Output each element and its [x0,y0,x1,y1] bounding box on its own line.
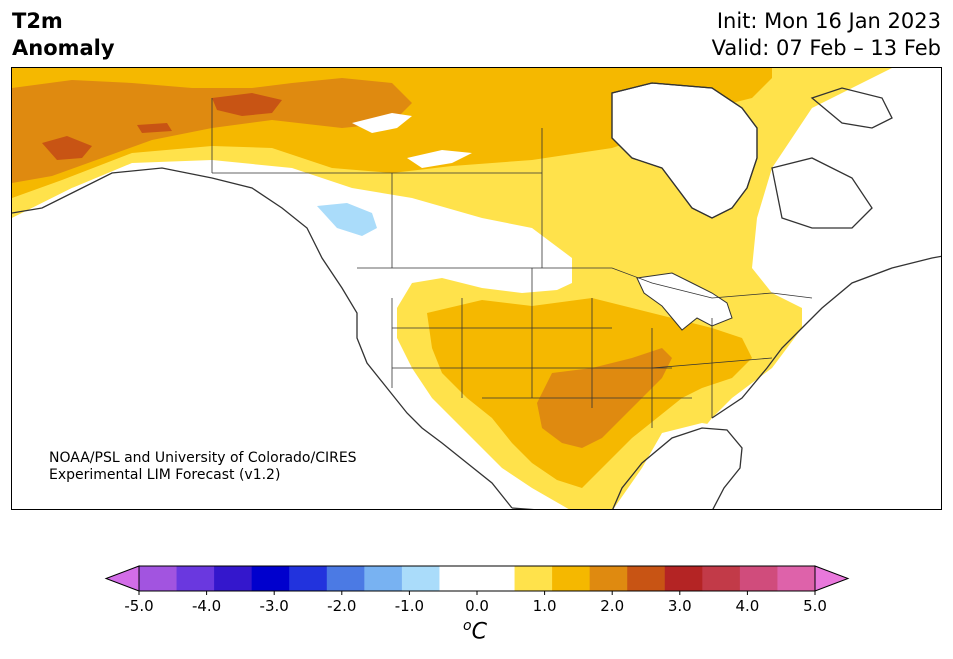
anomaly-map [11,67,942,510]
colorbar-tick-label: -2.0 [327,597,356,615]
colorbar-tick-label: -3.0 [260,597,289,615]
plot-title: T2m Anomaly [12,8,115,62]
coastlines [12,82,941,509]
colorbar-extend-high [814,565,850,592]
anomaly-band-dark-orange-3 [137,123,172,133]
atlantic-ocean [752,168,941,509]
colorbar-cell [552,566,591,591]
colorbar-cell [176,566,215,591]
anomaly-band-dark-orange-1 [42,136,92,160]
colorbar-cell [739,566,778,591]
colorbar-tick-label: 2.0 [600,597,624,615]
colorbar-cell [627,566,666,591]
unit-letter: C [471,619,487,645]
colorbar-tick-label: 4.0 [735,597,759,615]
colorbar-tick-label: 1.0 [533,597,557,615]
colorbar-cell [139,566,178,591]
colorbar-unit-label: oC [463,618,487,644]
anomaly-band-light-blue [317,203,377,236]
colorbar-cell [401,566,440,591]
pacific-ocean [12,168,510,509]
political-boundaries [211,98,813,428]
colorbar-cell [664,566,703,591]
map-canvas [12,68,941,509]
colorbar-cells [104,565,850,592]
credit-line-2: Experimental LIM Forecast (v1.2) [49,467,281,483]
credit-line-1: NOAA/PSL and University of Colorado/CIRE… [49,450,357,466]
colorbar-cell [289,566,328,591]
colorbar-cell [326,566,365,591]
colorbar-cell [514,566,553,591]
colorbar-cell [777,566,816,591]
colorbar-tick-label: -1.0 [395,597,424,615]
colorbar-tick-label: -4.0 [192,597,221,615]
colorbar-cell [439,566,478,591]
colorbar-cell [251,566,290,591]
anomaly-band-dark-orange-2 [212,93,282,116]
white-patch-2 [407,150,472,168]
colorbar-tick-label: -5.0 [124,597,153,615]
forecast-dates: Init: Mon 16 Jan 2023 Valid: 07 Feb – 13… [712,8,941,62]
colorbar-cell [364,566,403,591]
valid-date: Valid: 07 Feb – 13 Feb [711,36,941,60]
colorbar-tick-label: 5.0 [803,597,827,615]
gulf-of-mexico [613,423,752,509]
white-patch-1 [352,113,412,133]
anomaly-band-orange-north [12,78,412,183]
colorbar-cell [589,566,628,591]
colorbar-cell [214,566,253,591]
credit-text: NOAA/PSL and University of Colorado/CIRE… [49,450,357,484]
init-date: Init: Mon 16 Jan 2023 [716,9,941,33]
colorbar-cell [477,566,516,591]
colorbar-extend-low [104,565,140,592]
colorbar-tick-label: 3.0 [668,597,692,615]
unit-superscript: o [463,618,472,634]
colorbar-ticks: -5.0 -4.0 -3.0 -2.0 -1.0 0.0 1.0 2.0 3.0 4.0 5.0 [124,591,827,615]
title-line-1: T2m [12,9,63,33]
colorbar-tick-label: 0.0 [465,597,489,615]
title-line-2: Anomaly [12,36,115,60]
colorbar-cell [702,566,741,591]
